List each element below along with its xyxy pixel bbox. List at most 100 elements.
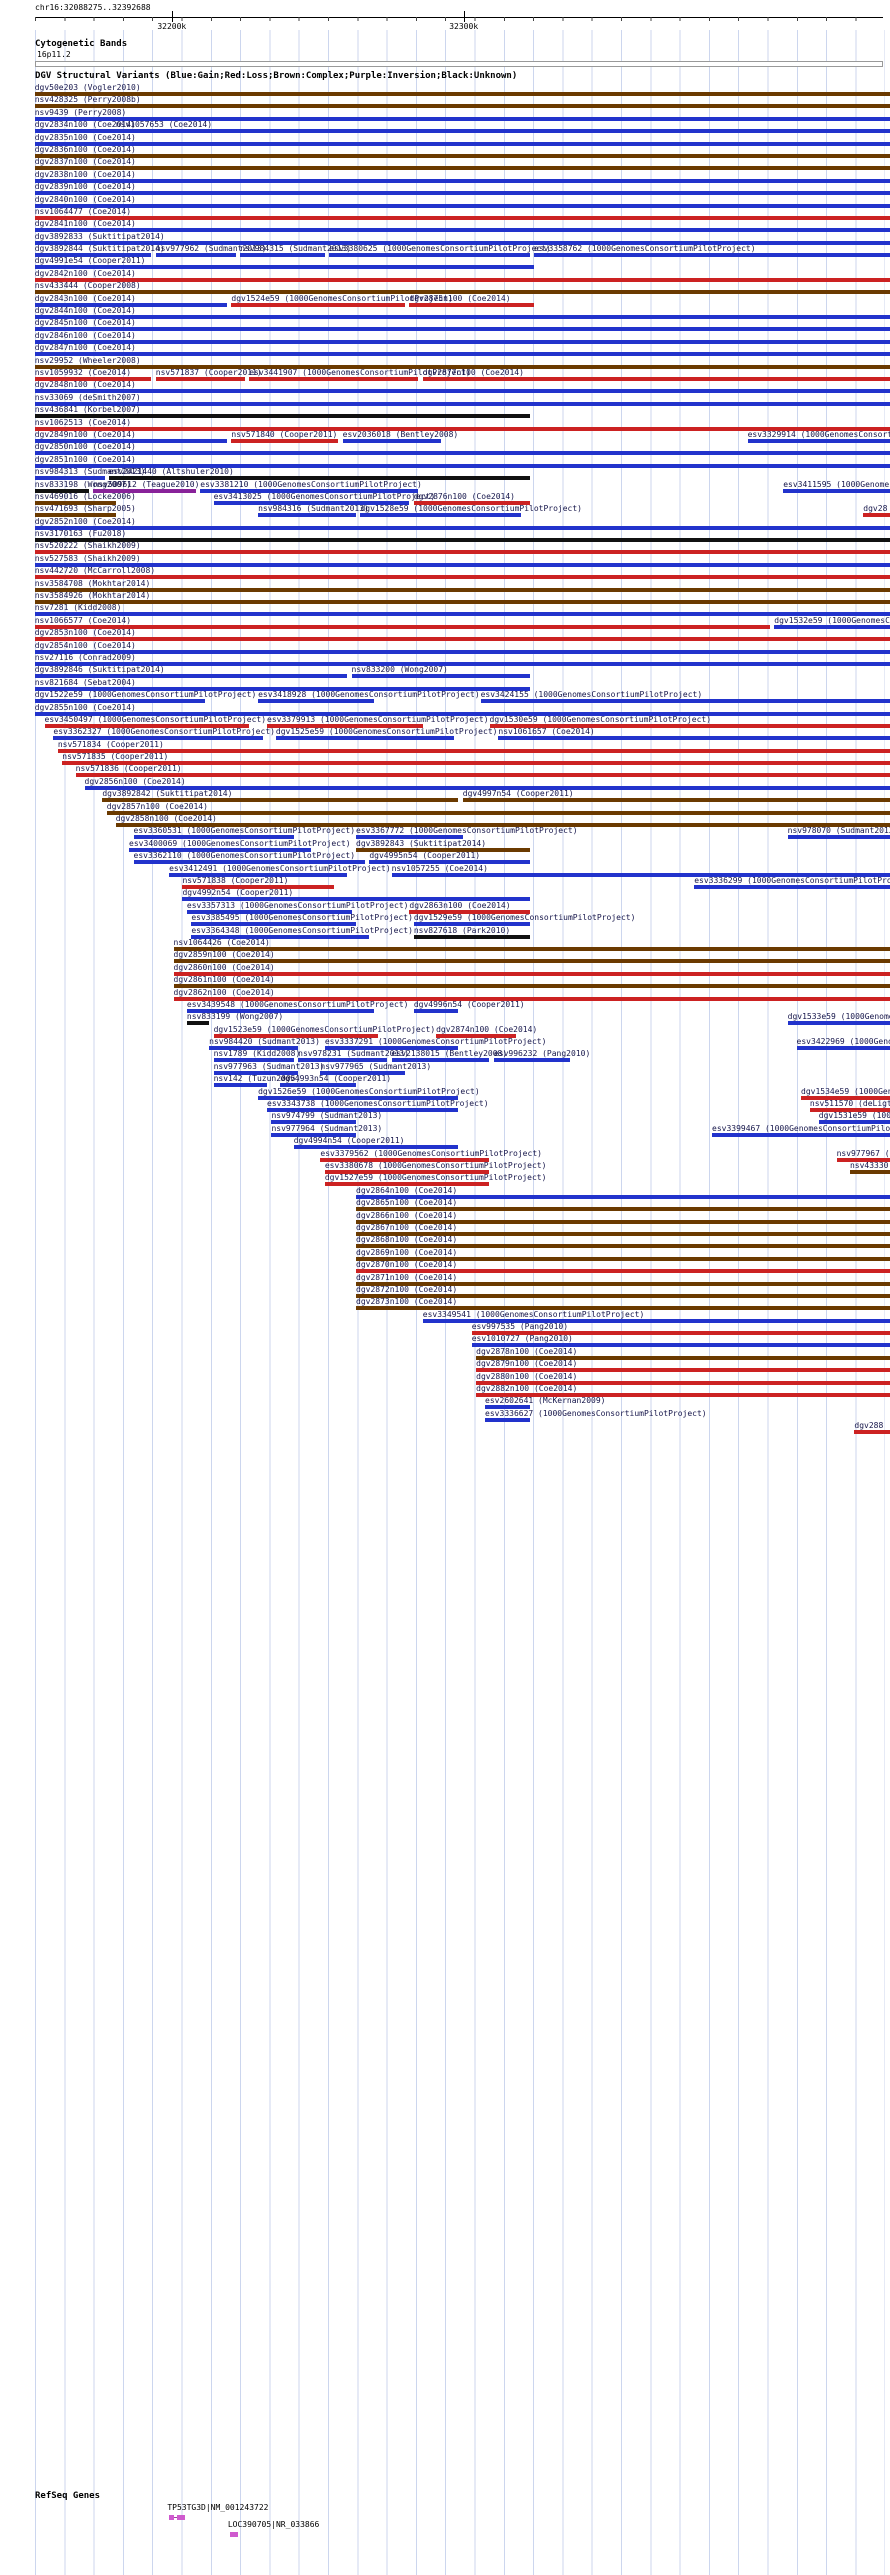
variant-label[interactable]: esv3418928 (1000GenomesConsortiumPilotPr…: [258, 690, 480, 700]
variant-label[interactable]: dgv2850n100 (Coe2014): [34, 442, 136, 452]
variant-bar-unknown[interactable]: [34, 488, 89, 493]
variant-bar-complex[interactable]: [34, 290, 890, 295]
variant-bar-gain[interactable]: [391, 872, 890, 877]
variant-bar-complex[interactable]: [356, 847, 530, 852]
variant-bar-loss[interactable]: [476, 1393, 890, 1398]
variant-bar-gain[interactable]: [34, 389, 890, 394]
variant-bar-loss[interactable]: [249, 376, 419, 381]
variant-label[interactable]: nsv3584926 (Mokhtar2014): [34, 591, 151, 601]
variant-label[interactable]: dgv2882n100 (Coe2014): [476, 1384, 578, 1394]
variant-bar-gain[interactable]: [356, 835, 463, 840]
variant-label[interactable]: nsv527583 (Shaikh2009): [34, 553, 141, 563]
variant-label[interactable]: dgv2868n100 (Coe2014): [356, 1235, 458, 1245]
gene-label[interactable]: LOC390705|NR_033866: [227, 2520, 320, 2529]
variant-label[interactable]: esv3367772 (1000GenomesConsortiumPilotPr…: [356, 826, 578, 836]
variant-bar-gain[interactable]: [34, 315, 890, 320]
variant-label[interactable]: nsv1061657 (Coe2014): [498, 727, 595, 737]
variant-label[interactable]: dgv2843n100 (Coe2014): [34, 293, 136, 303]
variant-label[interactable]: esv3336299 (1000GenomesConsortiumPilotPr…: [694, 876, 890, 885]
variant-label[interactable]: dgv2869n100 (Coe2014): [356, 1247, 458, 1257]
variant-bar-gain[interactable]: [209, 1046, 299, 1051]
variant-bar-loss[interactable]: [173, 971, 890, 976]
variant-label[interactable]: dgv28: [863, 504, 888, 514]
variant-bar-complex[interactable]: [34, 166, 890, 171]
variant-bar-loss[interactable]: [409, 909, 530, 914]
variant-bar-gain[interactable]: [133, 860, 365, 865]
variant-label[interactable]: nsv29952 (Wheeler2008): [34, 355, 141, 365]
variant-bar-gain[interactable]: [471, 1343, 890, 1348]
variant-bar-gain[interactable]: [191, 922, 356, 927]
variant-bar-gain[interactable]: [787, 835, 890, 840]
variant-bar-loss[interactable]: [34, 215, 890, 220]
variant-label[interactable]: dgv2846n100 (Coe2014): [34, 330, 136, 340]
variant-bar-gain[interactable]: [53, 736, 263, 741]
variant-bar-gain[interactable]: [267, 1108, 459, 1113]
variant-label[interactable]: nsv428325 (Perry2008b): [34, 95, 141, 105]
variant-label[interactable]: dgv2853n100 (Coe2014): [34, 628, 136, 638]
variant-label[interactable]: nsv984315 (Sudmant2013): [240, 244, 352, 254]
refseq-gene[interactable]: TP53TG3D|NM_001243722: [0, 2504, 890, 2522]
variant-label[interactable]: esv3379562 (1000GenomesConsortiumPilotPr…: [320, 1148, 542, 1158]
variant-bar-unknown[interactable]: [413, 934, 530, 939]
variant-bar-complex[interactable]: [849, 1169, 890, 1174]
variant-label[interactable]: dgv4995n54 (Cooper2011): [369, 851, 481, 861]
variant-label[interactable]: esv3439548 (1000GenomesConsortiumPilotPr…: [186, 999, 409, 1009]
variant-label[interactable]: dgv2849n100 (Coe2014): [34, 429, 136, 439]
variant-label[interactable]: dgv2841n100 (Coe2014): [34, 219, 136, 229]
variant-label[interactable]: esv3399467 (1000GenomesConsortiumPilotPr…: [712, 1123, 890, 1133]
variant-bar-gain[interactable]: [34, 203, 890, 208]
variant-label[interactable]: dgv2877n100 (Coe2014): [422, 367, 524, 377]
variant-label[interactable]: esv3349541 (1000GenomesConsortiumPilotPr…: [422, 1309, 645, 1319]
variant-bar-complex[interactable]: [356, 1219, 890, 1224]
variant-bar-gain[interactable]: [34, 476, 105, 481]
variant-bar-complex[interactable]: [356, 1281, 890, 1286]
variant-label[interactable]: dgv2867n100 (Coe2014): [356, 1222, 458, 1232]
variant-bar-loss[interactable]: [324, 1182, 490, 1187]
variant-label[interactable]: dgv2859n100 (Coe2014): [173, 950, 275, 960]
variant-bar-loss[interactable]: [436, 1033, 517, 1038]
variant-label[interactable]: dgv2835n100 (Coe2014): [34, 132, 136, 142]
variant-bar-loss[interactable]: [173, 996, 890, 1001]
variant-label[interactable]: dgv2860n100 (Coe2014): [173, 962, 275, 972]
variant-label[interactable]: nsv984316 (Sudmant2013): [258, 504, 369, 514]
variant-label[interactable]: nsv1064426 (Coe2014): [173, 937, 270, 947]
variant-label[interactable]: nsv977965 (Sudmant2013): [320, 1061, 432, 1071]
variant-bar-gain[interactable]: [694, 885, 890, 889]
variant-bar-inversion[interactable]: [93, 488, 196, 493]
variant-bar-gain[interactable]: [320, 1070, 405, 1075]
variant-label[interactable]: dgv2855n100 (Coe2014): [34, 702, 136, 712]
variant-bar-gain[interactable]: [169, 872, 348, 877]
variant-bar-loss[interactable]: [324, 1169, 490, 1174]
variant-label[interactable]: dgv2871n100 (Coe2014): [356, 1272, 458, 1282]
variant-bar-gain[interactable]: [258, 513, 356, 518]
variant-bar-complex[interactable]: [34, 92, 890, 96]
variant-label[interactable]: nsv442720 (McCarroll2008): [34, 566, 156, 576]
variant-label[interactable]: dgv2848n100 (Coe2014): [34, 380, 136, 390]
variant-label[interactable]: dgv3892833 (Suktitipat2014): [34, 231, 165, 241]
variant-bar-gain[interactable]: [191, 934, 370, 939]
variant-bar-gain[interactable]: [783, 488, 890, 493]
variant-label[interactable]: dgv2873n100 (Coe2014): [356, 1297, 458, 1307]
variant-label[interactable]: esv996232 (Pang2010): [493, 1049, 591, 1059]
variant-bar-complex[interactable]: [356, 1244, 890, 1249]
variant-bar-gain[interactable]: [258, 699, 374, 704]
variant-bar-gain[interactable]: [240, 253, 325, 258]
variant-label[interactable]: nsv33069 (deSmith2007): [34, 392, 141, 402]
variant-bar-gain[interactable]: [34, 178, 890, 183]
variant-label[interactable]: esv1010727 (Pang2010): [471, 1334, 573, 1344]
variant-bar-gain[interactable]: [422, 1318, 890, 1323]
variant-bar-gain[interactable]: [213, 1083, 267, 1088]
variant-bar-loss[interactable]: [836, 1157, 890, 1162]
variant-bar-gain[interactable]: [200, 488, 419, 493]
variant-bar-gain[interactable]: [293, 1145, 459, 1150]
variant-bar-loss[interactable]: [320, 1157, 490, 1162]
variant-label[interactable]: nsv833199 (Wong2007): [186, 1012, 284, 1022]
variant-label[interactable]: nsv984313 (Sudmant2013): [34, 467, 146, 477]
variant-label[interactable]: esv2602641 (McKernan2009): [485, 1396, 606, 1406]
variant-bar-gain[interactable]: [360, 513, 521, 518]
variant-bar-gain[interactable]: [413, 1008, 459, 1013]
variant-label[interactable]: nsv571835 (Cooper2011): [62, 752, 169, 762]
variant-bar-gain[interactable]: [329, 253, 530, 258]
variant-bar-gain[interactable]: [818, 1120, 890, 1125]
variant-label[interactable]: dgv1522e59 (1000GenomesConsortiumPilotPr…: [34, 690, 257, 700]
